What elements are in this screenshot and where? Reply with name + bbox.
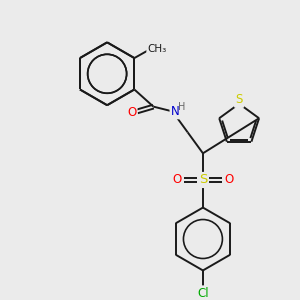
Text: H: H: [178, 102, 186, 112]
Text: S: S: [236, 94, 243, 106]
Text: CH₃: CH₃: [148, 44, 167, 53]
Text: O: O: [224, 173, 233, 187]
Text: S: S: [199, 173, 207, 187]
Text: N: N: [171, 105, 180, 118]
Text: O: O: [172, 173, 182, 187]
Text: Cl: Cl: [197, 287, 209, 300]
Text: O: O: [127, 106, 136, 119]
